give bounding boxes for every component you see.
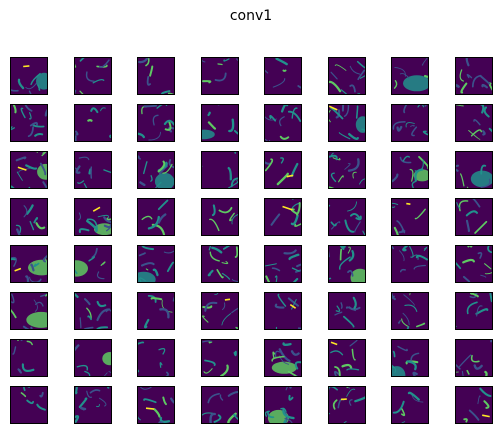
feature-map-6 xyxy=(328,57,366,95)
feature-map-26 xyxy=(74,198,112,236)
feature-map-29 xyxy=(264,198,302,236)
feature-map-16 xyxy=(455,104,493,142)
feature-map-20 xyxy=(201,151,239,189)
feature-map-31 xyxy=(391,198,429,236)
feature-map-40 xyxy=(455,245,493,283)
feature-map-35 xyxy=(137,245,175,283)
feature-map-25 xyxy=(10,198,48,236)
feature-map-46 xyxy=(328,292,366,330)
feature-map-4 xyxy=(201,57,239,95)
feature-map-38 xyxy=(328,245,366,283)
feature-map-51 xyxy=(137,339,175,377)
feature-map-30 xyxy=(328,198,366,236)
feature-map-59 xyxy=(137,386,175,424)
feature-map-7 xyxy=(391,57,429,95)
feature-map-19 xyxy=(137,151,175,189)
feature-map-60 xyxy=(201,386,239,424)
feature-map-15 xyxy=(391,104,429,142)
feature-map-50 xyxy=(74,339,112,377)
feature-map-43 xyxy=(137,292,175,330)
feature-map-56 xyxy=(455,339,493,377)
feature-map-5 xyxy=(264,57,302,95)
feature-map-8 xyxy=(455,57,493,95)
feature-map-34 xyxy=(74,245,112,283)
feature-map-54 xyxy=(328,339,366,377)
feature-map-49 xyxy=(10,339,48,377)
feature-map-48 xyxy=(455,292,493,330)
feature-map-64 xyxy=(455,386,493,424)
feature-map-3 xyxy=(137,57,175,95)
feature-map-52 xyxy=(201,339,239,377)
feature-map-22 xyxy=(328,151,366,189)
feature-map-39 xyxy=(391,245,429,283)
feature-map-41 xyxy=(10,292,48,330)
feature-map-13 xyxy=(264,104,302,142)
feature-map-1 xyxy=(10,57,48,95)
feature-map-36 xyxy=(201,245,239,283)
feature-map-58 xyxy=(74,386,112,424)
feature-map-21 xyxy=(264,151,302,189)
feature-map-18 xyxy=(74,151,112,189)
feature-map-23 xyxy=(391,151,429,189)
feature-map-55 xyxy=(391,339,429,377)
feature-map-44 xyxy=(201,292,239,330)
feature-map-53 xyxy=(264,339,302,377)
feature-map-14 xyxy=(328,104,366,142)
feature-map-32 xyxy=(455,198,493,236)
feature-map-45 xyxy=(264,292,302,330)
feature-map-24 xyxy=(455,151,493,189)
feature-map-27 xyxy=(137,198,175,236)
feature-map-28 xyxy=(201,198,239,236)
feature-map-42 xyxy=(74,292,112,330)
feature-map-grid xyxy=(10,57,502,430)
feature-map-11 xyxy=(137,104,175,142)
figure-title: conv1 xyxy=(229,8,273,24)
feature-map-10 xyxy=(74,104,112,142)
feature-map-57 xyxy=(10,386,48,424)
feature-map-12 xyxy=(201,104,239,142)
feature-map-62 xyxy=(328,386,366,424)
feature-map-47 xyxy=(391,292,429,330)
feature-map-37 xyxy=(264,245,302,283)
feature-map-61 xyxy=(264,386,302,424)
feature-map-17 xyxy=(10,151,48,189)
feature-map-63 xyxy=(391,386,429,424)
feature-map-2 xyxy=(74,57,112,95)
feature-map-33 xyxy=(10,245,48,283)
feature-map-9 xyxy=(10,104,48,142)
